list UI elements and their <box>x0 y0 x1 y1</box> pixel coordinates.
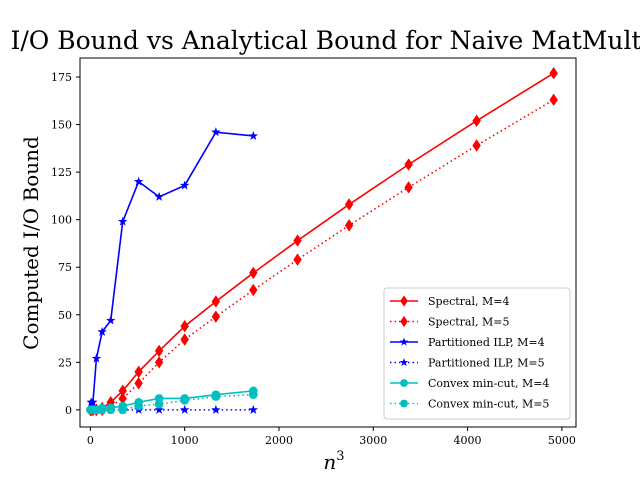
data-point <box>88 397 98 407</box>
data-point <box>249 390 258 399</box>
x-tick-label: 0 <box>87 434 94 447</box>
data-point <box>211 404 221 414</box>
y-tick-label: 25 <box>58 356 72 369</box>
data-point <box>154 399 164 409</box>
data-point <box>154 191 164 201</box>
data-point <box>549 67 558 80</box>
legend: Spectral, M=4 Spectral, M=5 Partitioned IL… <box>383 287 571 420</box>
data-point <box>211 310 221 323</box>
data-point <box>211 295 221 308</box>
data-point <box>180 333 189 346</box>
data-point <box>134 377 143 390</box>
legend-marker <box>400 315 408 328</box>
data-point <box>179 404 190 414</box>
data-point <box>134 365 143 379</box>
data-point <box>404 181 413 194</box>
y-tick-label: 0 <box>65 404 72 417</box>
data-point <box>249 283 258 297</box>
data-point <box>180 396 189 405</box>
data-point <box>106 405 116 415</box>
legend-marker <box>399 358 409 367</box>
data-point <box>134 401 143 411</box>
legend-label: Partitioned ILP, M=4 <box>428 336 545 349</box>
data-point <box>97 326 107 336</box>
x-tick-label: 5000 <box>548 434 576 447</box>
data-point <box>91 353 102 363</box>
data-point <box>211 392 221 401</box>
y-axis-label: Computed I/O Bound <box>19 136 43 350</box>
series-6 <box>86 390 258 415</box>
legend-item: Convex min-cut, M=4 <box>390 377 549 390</box>
series-line <box>90 393 254 411</box>
x-tick-label: 2000 <box>265 434 293 447</box>
legend-label: Convex min-cut, M=5 <box>428 398 549 411</box>
data-point <box>344 219 354 232</box>
data-point <box>180 319 189 333</box>
data-point <box>211 127 221 137</box>
legend-label: Convex min-cut, M=4 <box>428 377 549 390</box>
y-tick-label: 175 <box>51 71 72 84</box>
series-3 <box>86 127 259 407</box>
plot-area: 0 1000 2000 3000 4000 5000 0 25 50 75 100 125 150 175… <box>51 57 577 447</box>
data-point <box>404 158 413 171</box>
data-point <box>118 392 127 405</box>
data-point <box>248 130 259 141</box>
data-point <box>549 93 558 107</box>
data-point <box>118 384 127 398</box>
data-point <box>117 216 128 226</box>
legend-item: Partitioned ILP, M=4 <box>390 336 545 349</box>
data-point <box>97 405 107 415</box>
y-tick-label: 100 <box>51 214 72 227</box>
legend-marker <box>399 337 409 346</box>
series-line <box>91 131 254 404</box>
data-point <box>293 253 302 266</box>
legend-label: Spectral, M=5 <box>428 316 509 329</box>
data-point <box>179 180 190 190</box>
legend-item: Partitioned ILP, M=5 <box>390 357 545 370</box>
data-point <box>133 176 144 186</box>
data-point <box>154 404 164 414</box>
y-tick-label: 125 <box>51 166 72 179</box>
x-tick-label: 1000 <box>171 434 199 447</box>
legend-label: Partitioned ILP, M=5 <box>428 357 545 370</box>
data-point <box>472 139 481 152</box>
data-point <box>293 234 302 247</box>
data-point <box>118 405 128 415</box>
legend-frame <box>383 287 571 420</box>
legend-item: Spectral, M=4 <box>390 295 509 308</box>
data-point <box>105 315 116 325</box>
y-tick-label: 50 <box>58 309 72 322</box>
legend-marker <box>400 295 408 307</box>
x-tick-label: 4000 <box>454 434 482 447</box>
data-point <box>248 404 259 414</box>
legend-label: Spectral, M=4 <box>428 295 509 308</box>
legend-item: Convex min-cut, M=5 <box>390 398 549 411</box>
x-axis-label: n3 <box>323 449 344 474</box>
data-point <box>344 198 354 211</box>
x-axis-label-base: n <box>323 450 336 474</box>
legend-marker <box>400 379 408 387</box>
x-tick-label: 3000 <box>359 434 387 447</box>
data-point <box>154 356 164 369</box>
y-tick-label: 75 <box>58 261 72 274</box>
data-point <box>472 114 481 127</box>
chart-title: I/O Bound vs Analytical Bound for Naive … <box>11 26 640 55</box>
data-point <box>154 344 164 358</box>
legend-item: Spectral, M=5 <box>390 316 509 329</box>
x-axis-label-exponent: 3 <box>336 449 344 464</box>
data-point <box>249 266 258 280</box>
legend-marker <box>400 399 408 408</box>
axes-frame <box>79 57 577 428</box>
y-tick-label: 150 <box>51 119 72 132</box>
